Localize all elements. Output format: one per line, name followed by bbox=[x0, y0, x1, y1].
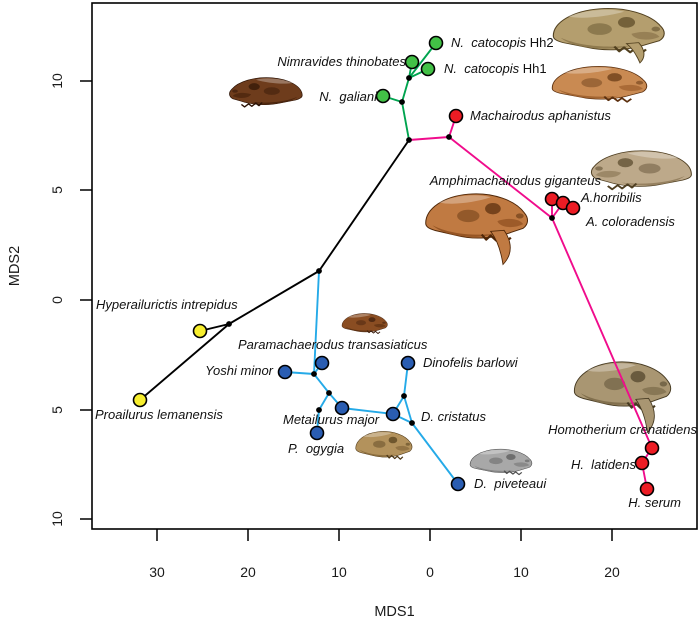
species-label-yoshi-minor: Yoshi minor bbox=[205, 363, 274, 378]
point-yoshi-minor bbox=[277, 364, 293, 380]
species-label-p-ogygia: P. ogygia bbox=[288, 441, 344, 456]
x-axis-title: MDS1 bbox=[374, 604, 414, 620]
y-tick-label: 0 bbox=[49, 296, 65, 304]
x-tick-label: 10 bbox=[513, 564, 529, 580]
plot-border bbox=[91, 2, 698, 530]
x-tick-label: 20 bbox=[240, 564, 256, 580]
internal-node bbox=[409, 420, 415, 426]
y-axis-title: MDS2 bbox=[7, 246, 23, 286]
machairodus-aphanistus-skull bbox=[425, 193, 529, 266]
species-label-nimravides-thinobates: Nimravides thinobates bbox=[277, 54, 406, 69]
y-tick-label: 5 bbox=[49, 406, 65, 414]
species-label-d-cristatus: D. cristatus bbox=[421, 409, 487, 424]
internal-node bbox=[311, 371, 317, 377]
tree-edge-green bbox=[401, 101, 410, 141]
point-hyperailurictis-intrepidus bbox=[192, 323, 208, 339]
species-label-amphimachairodus-giganteus: Amphimachairodus giganteus bbox=[429, 173, 602, 188]
tree-edge-pink bbox=[551, 217, 653, 449]
x-tick-label: 20 bbox=[604, 564, 620, 580]
homotherium-skull bbox=[573, 361, 672, 434]
point-paramachaerodus-transasiaticus bbox=[314, 355, 330, 371]
species-label-paramachaerodus-transasiaticus: Paramachaerodus transasiaticus bbox=[238, 337, 428, 352]
internal-node bbox=[549, 215, 555, 221]
y-tick-label: 10 bbox=[49, 73, 65, 89]
species-label-hyperailurictis-intrepidus: Hyperailurictis intrepidus bbox=[96, 297, 238, 312]
point-d-piveteaui bbox=[450, 476, 466, 492]
tree-edge-black bbox=[139, 323, 230, 401]
point-dinofelis-barlowi bbox=[400, 355, 416, 371]
species-label-n-catocopis: N. catocopis Hh1 bbox=[444, 61, 547, 76]
species-label-proailurus-lemanensis: Proailurus lemanensis bbox=[95, 407, 223, 422]
tree-edge-green bbox=[401, 77, 410, 103]
internal-node bbox=[326, 390, 332, 396]
species-label-h-serum: H. serum bbox=[628, 495, 681, 510]
species-label-homotherium-crenatidens: Homotherium crenatidens bbox=[548, 422, 697, 437]
species-label-n-galiani: N. galiani bbox=[319, 89, 378, 104]
internal-node bbox=[401, 393, 407, 399]
tree-edge-blue bbox=[318, 392, 330, 411]
species-label-dinofelis-barlowi: Dinofelis barlowi bbox=[423, 355, 519, 370]
p-ogygia-skull bbox=[355, 431, 413, 460]
tree-edge-black bbox=[228, 270, 320, 325]
tree-edge-blue bbox=[403, 395, 413, 424]
tree-edge-green bbox=[408, 42, 437, 79]
point-proailurus-lemanensis bbox=[132, 392, 148, 408]
a-giganteus-skull bbox=[590, 150, 692, 191]
point-n-galiani bbox=[375, 88, 391, 104]
tree-edge-blue bbox=[313, 270, 320, 375]
internal-node bbox=[399, 99, 405, 105]
point-h-serum bbox=[639, 481, 655, 497]
internal-node bbox=[316, 268, 322, 274]
species-label-n-catocopis: N. catocopis Hh2 bbox=[451, 35, 554, 50]
point-homotherium-crenatidens bbox=[644, 440, 660, 456]
species-label-d-piveteaui: D. piveteaui bbox=[474, 476, 547, 491]
internal-node bbox=[446, 134, 452, 140]
tree-edge-blue bbox=[341, 407, 394, 415]
y-tick-label: 10 bbox=[49, 511, 65, 527]
tree-edge-pink bbox=[448, 136, 553, 219]
n-catocopis-hh2-skull bbox=[552, 8, 665, 64]
internal-node bbox=[406, 75, 412, 81]
species-label-machairodus-aphanistus: Machairodus aphanistus bbox=[470, 108, 611, 123]
species-label-a-horribilis: A.horribilis bbox=[580, 190, 642, 205]
d-piveteaui-skull bbox=[469, 448, 533, 476]
internal-node bbox=[406, 137, 412, 143]
point-d-cristatus bbox=[385, 406, 401, 422]
n-catocopis-hh1-skull bbox=[551, 66, 648, 103]
y-tick-label: 5 bbox=[49, 186, 65, 194]
point-machairodus-aphanistus bbox=[448, 108, 464, 124]
internal-node bbox=[316, 407, 322, 413]
tree-edge-pink bbox=[408, 136, 450, 141]
tree-edge-blue bbox=[411, 422, 459, 485]
point-p-ogygia bbox=[309, 425, 325, 441]
tree-edge-black bbox=[318, 139, 410, 272]
point-nimravides-thinobates bbox=[404, 54, 420, 70]
point-metailurus-major bbox=[334, 400, 350, 416]
point-n-catocopis-hh2 bbox=[428, 35, 444, 51]
species-label-metailurus-major: Metailurus major bbox=[283, 412, 380, 427]
x-tick-label: 10 bbox=[331, 564, 347, 580]
point-h-latidens bbox=[634, 455, 650, 471]
point-n-catocopis-hh1 bbox=[420, 61, 436, 77]
species-label-h-latidens: H. latidens bbox=[571, 457, 637, 472]
x-tick-label: 0 bbox=[426, 564, 434, 580]
point-a-coloradensis bbox=[565, 200, 581, 216]
x-tick-label: 30 bbox=[149, 564, 165, 580]
nimravides-thinobates-skull bbox=[229, 77, 303, 108]
tree-edge-blue bbox=[313, 373, 330, 394]
internal-node bbox=[226, 321, 232, 327]
species-label-a-coloradensis: A. coloradensis bbox=[585, 214, 675, 229]
paramachaerodus-skull bbox=[341, 313, 388, 334]
